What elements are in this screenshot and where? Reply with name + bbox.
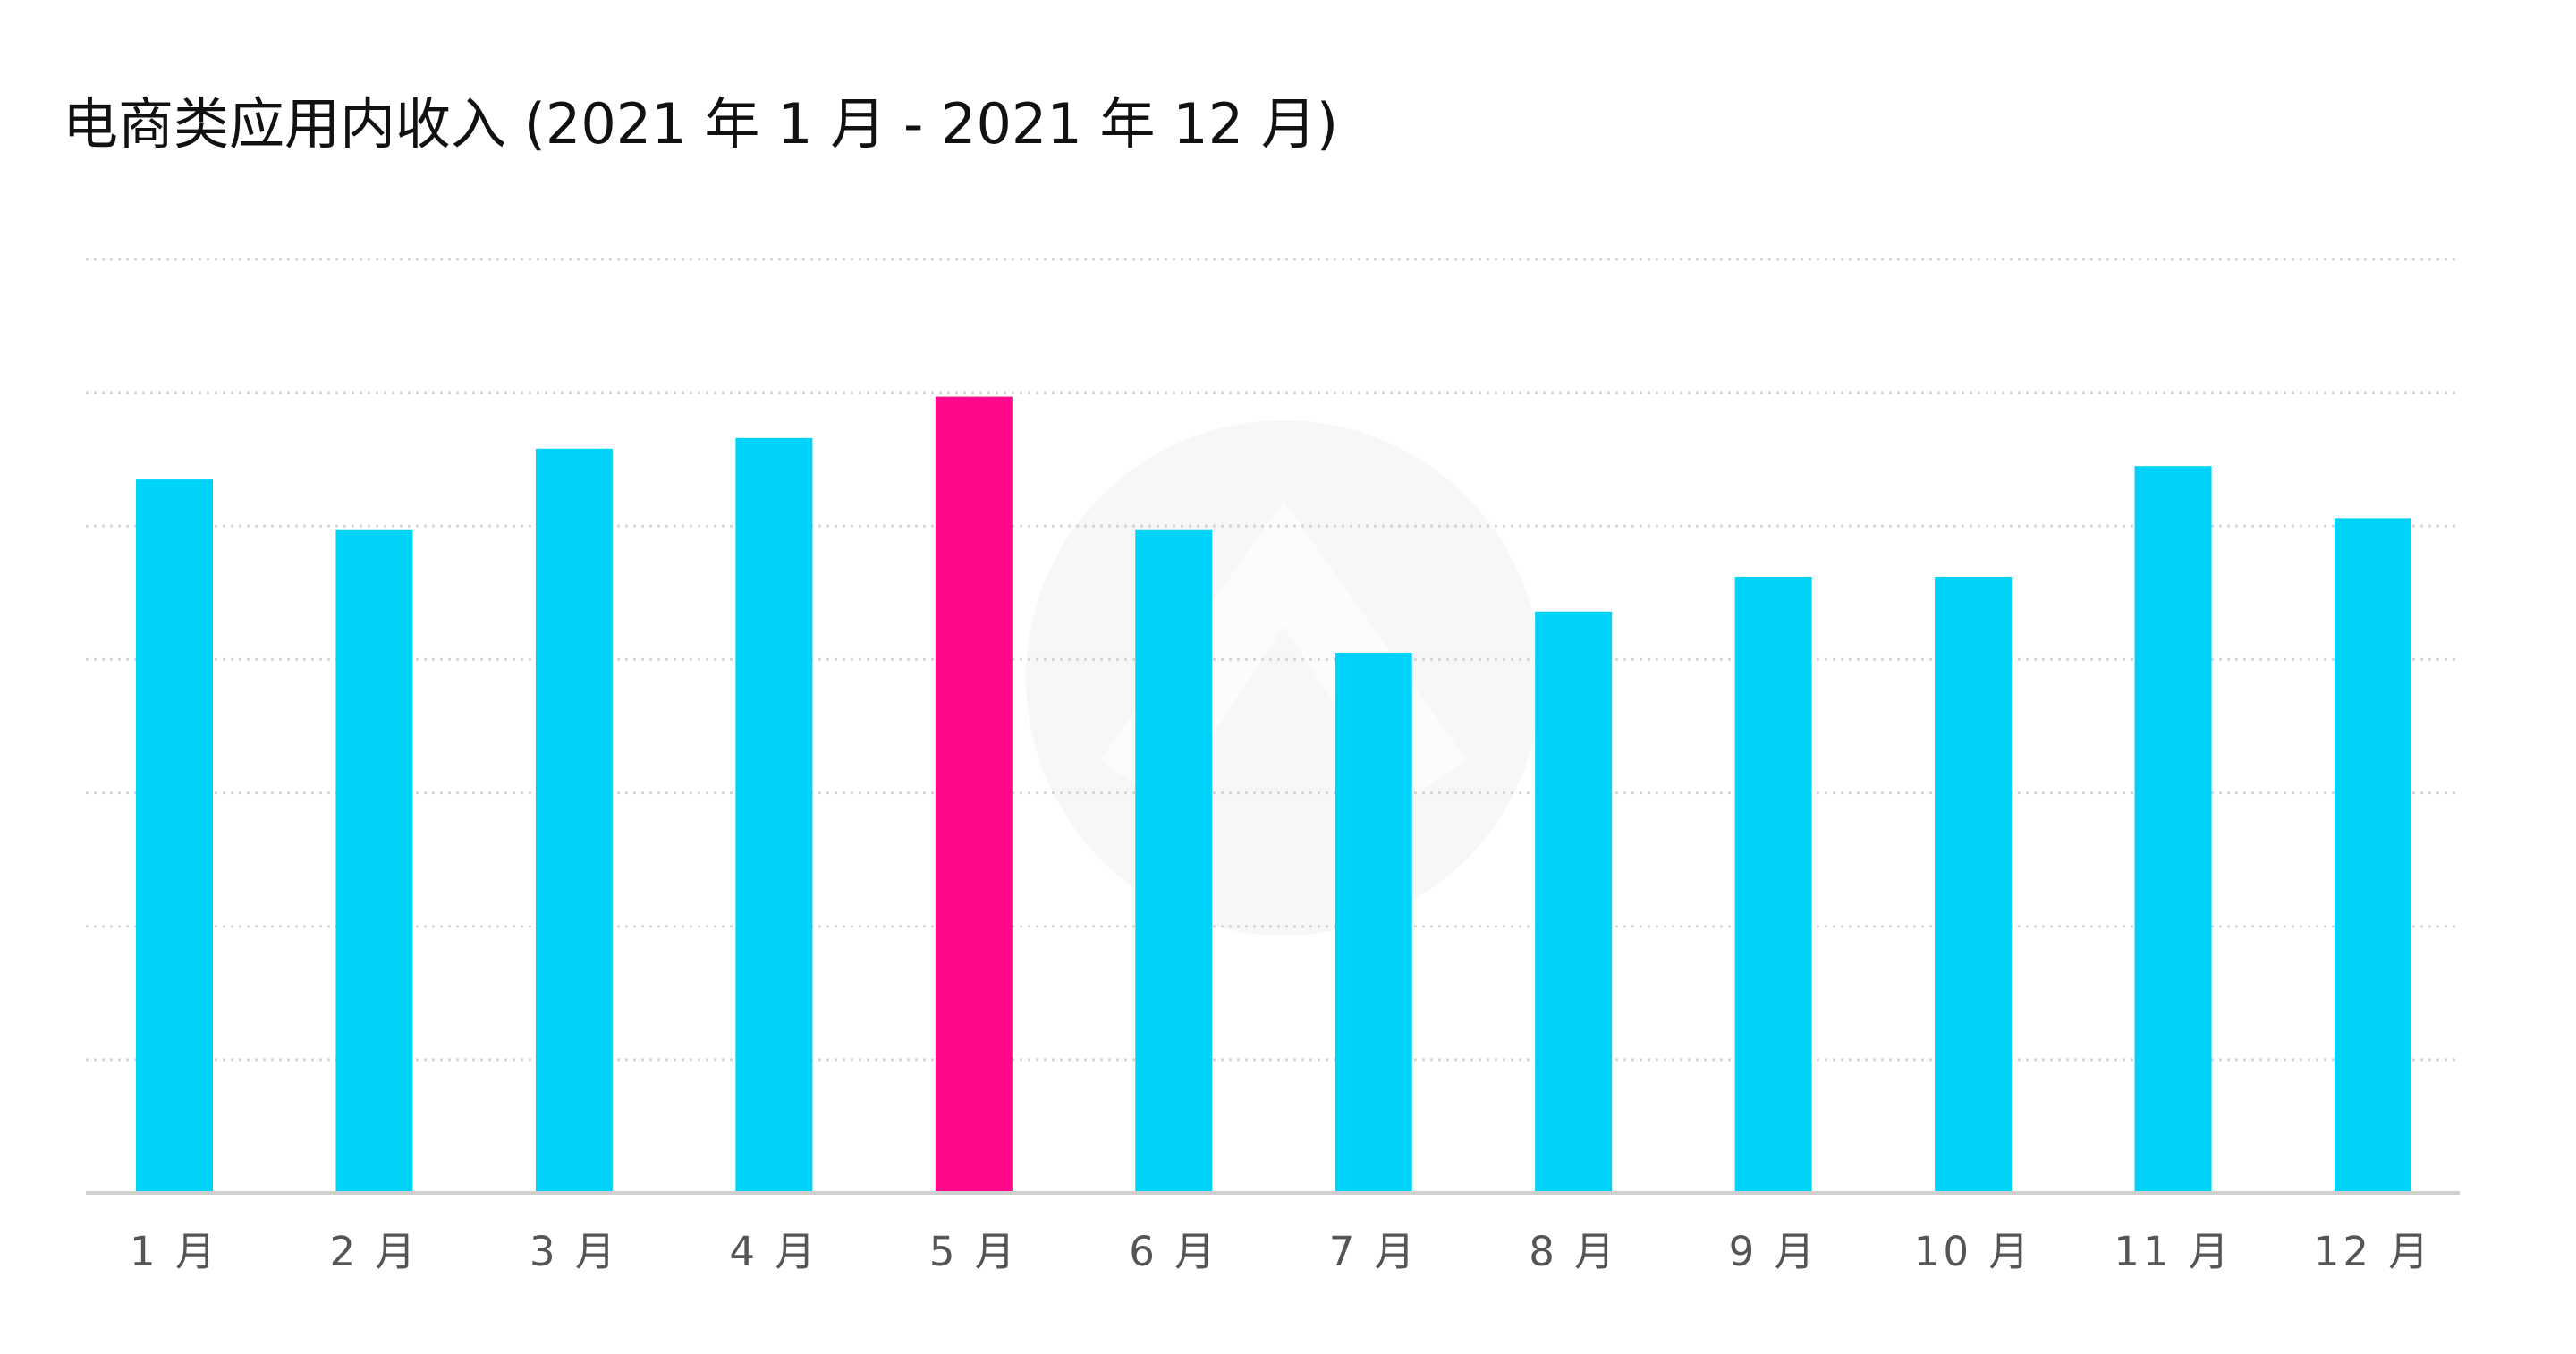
bar-7	[1335, 652, 1412, 1193]
bar-5	[935, 396, 1013, 1193]
bar-12	[2334, 518, 2411, 1193]
chart-title: 电商类应用内收入 (2021 年 1 月 - 2021 年 12 月)	[63, 91, 1339, 157]
x-tick-labels: 1 月 2 月 3 月 4 月 5 月 6 月 7 月 8 月 9 月 10 月 11 月 12 月	[130, 1228, 2433, 1275]
bar-10	[1935, 576, 2012, 1193]
bar-1	[136, 479, 213, 1193]
bar-2	[335, 529, 413, 1193]
bars	[136, 396, 2411, 1194]
gridlines	[86, 258, 2460, 1062]
x-tick-label: 8 月	[1529, 1228, 1618, 1275]
x-tick-label: 9 月	[1729, 1228, 1818, 1275]
watermark-logo	[1026, 420, 1541, 935]
bar-9	[1734, 576, 1812, 1193]
bar-6	[1135, 529, 1213, 1193]
x-tick-label: 1 月	[130, 1228, 219, 1275]
x-tick-label: 5 月	[929, 1228, 1019, 1275]
bar-11	[2134, 466, 2212, 1193]
bar-4	[735, 437, 813, 1193]
x-tick-label: 2 月	[329, 1228, 419, 1275]
bar-8	[1535, 611, 1613, 1193]
x-tick-label: 12 月	[2314, 1228, 2433, 1275]
x-tick-label: 6 月	[1129, 1228, 1218, 1275]
x-tick-label: 4 月	[729, 1228, 818, 1275]
x-tick-label: 3 月	[530, 1228, 619, 1275]
x-tick-label: 11 月	[2114, 1228, 2233, 1275]
bar-3	[535, 448, 613, 1194]
x-tick-label: 10 月	[1914, 1228, 2033, 1275]
x-tick-label: 7 月	[1329, 1228, 1419, 1275]
